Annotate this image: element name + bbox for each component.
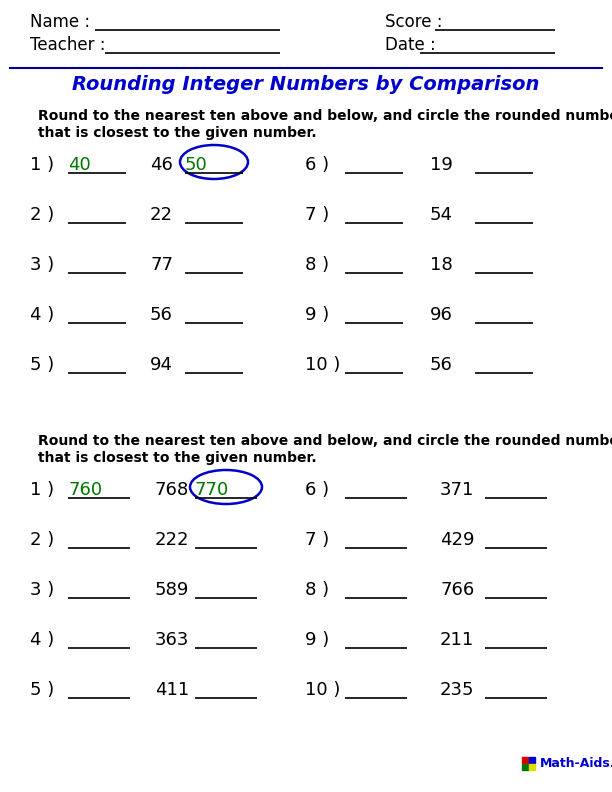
Text: 429: 429 (440, 531, 474, 549)
Text: 4 ): 4 ) (30, 631, 54, 649)
Text: that is closest to the given number.: that is closest to the given number. (38, 451, 316, 465)
Text: 211: 211 (440, 631, 474, 649)
Text: 96: 96 (430, 306, 453, 324)
Text: 222: 222 (155, 531, 190, 549)
Text: 4 ): 4 ) (30, 306, 54, 324)
Text: 77: 77 (150, 256, 173, 274)
Text: Rounding Integer Numbers by Comparison: Rounding Integer Numbers by Comparison (72, 75, 540, 94)
Bar (522, 764, 528, 770)
Text: 2 ): 2 ) (30, 531, 54, 549)
Text: Name :: Name : (30, 13, 90, 31)
Text: 18: 18 (430, 256, 453, 274)
Text: 6 ): 6 ) (305, 156, 329, 174)
Text: 589: 589 (155, 581, 189, 599)
Text: 5 ): 5 ) (30, 356, 54, 374)
Text: 411: 411 (155, 681, 189, 699)
Text: Round to the nearest ten above and below, and circle the rounded number: Round to the nearest ten above and below… (38, 109, 612, 123)
Text: 8 ): 8 ) (305, 581, 329, 599)
Text: Round to the nearest ten above and below, and circle the rounded number: Round to the nearest ten above and below… (38, 434, 612, 448)
Text: 3 ): 3 ) (30, 581, 54, 599)
Text: 40: 40 (68, 156, 91, 174)
Text: 9 ): 9 ) (305, 306, 329, 324)
Text: 9 ): 9 ) (305, 631, 329, 649)
Text: 22: 22 (150, 206, 173, 224)
Text: 10 ): 10 ) (305, 681, 340, 699)
Text: 54: 54 (430, 206, 453, 224)
Text: 19: 19 (430, 156, 453, 174)
Text: 770: 770 (195, 481, 230, 499)
Bar (529, 757, 535, 763)
Text: that is closest to the given number.: that is closest to the given number. (38, 126, 316, 140)
Text: 8 ): 8 ) (305, 256, 329, 274)
Text: 56: 56 (430, 356, 453, 374)
Text: 56: 56 (150, 306, 173, 324)
Text: 3 ): 3 ) (30, 256, 54, 274)
Text: 760: 760 (68, 481, 102, 499)
Text: 1 ): 1 ) (30, 481, 54, 499)
Text: 2 ): 2 ) (30, 206, 54, 224)
Text: Teacher :: Teacher : (30, 36, 105, 54)
Text: 5 ): 5 ) (30, 681, 54, 699)
Text: 7 ): 7 ) (305, 206, 329, 224)
Text: Math-Aids.Com: Math-Aids.Com (540, 757, 612, 770)
Text: 235: 235 (440, 681, 474, 699)
Text: 7 ): 7 ) (305, 531, 329, 549)
Text: 1 ): 1 ) (30, 156, 54, 174)
Text: 766: 766 (440, 581, 474, 599)
Text: 6 ): 6 ) (305, 481, 329, 499)
Text: 10 ): 10 ) (305, 356, 340, 374)
Bar (522, 757, 528, 763)
Text: 768: 768 (155, 481, 189, 499)
Text: Date :: Date : (385, 36, 436, 54)
Text: 50: 50 (185, 156, 207, 174)
Text: Score :: Score : (385, 13, 442, 31)
Text: 363: 363 (155, 631, 189, 649)
Bar (529, 764, 535, 770)
Text: 46: 46 (150, 156, 173, 174)
Text: 371: 371 (440, 481, 474, 499)
Text: 94: 94 (150, 356, 173, 374)
